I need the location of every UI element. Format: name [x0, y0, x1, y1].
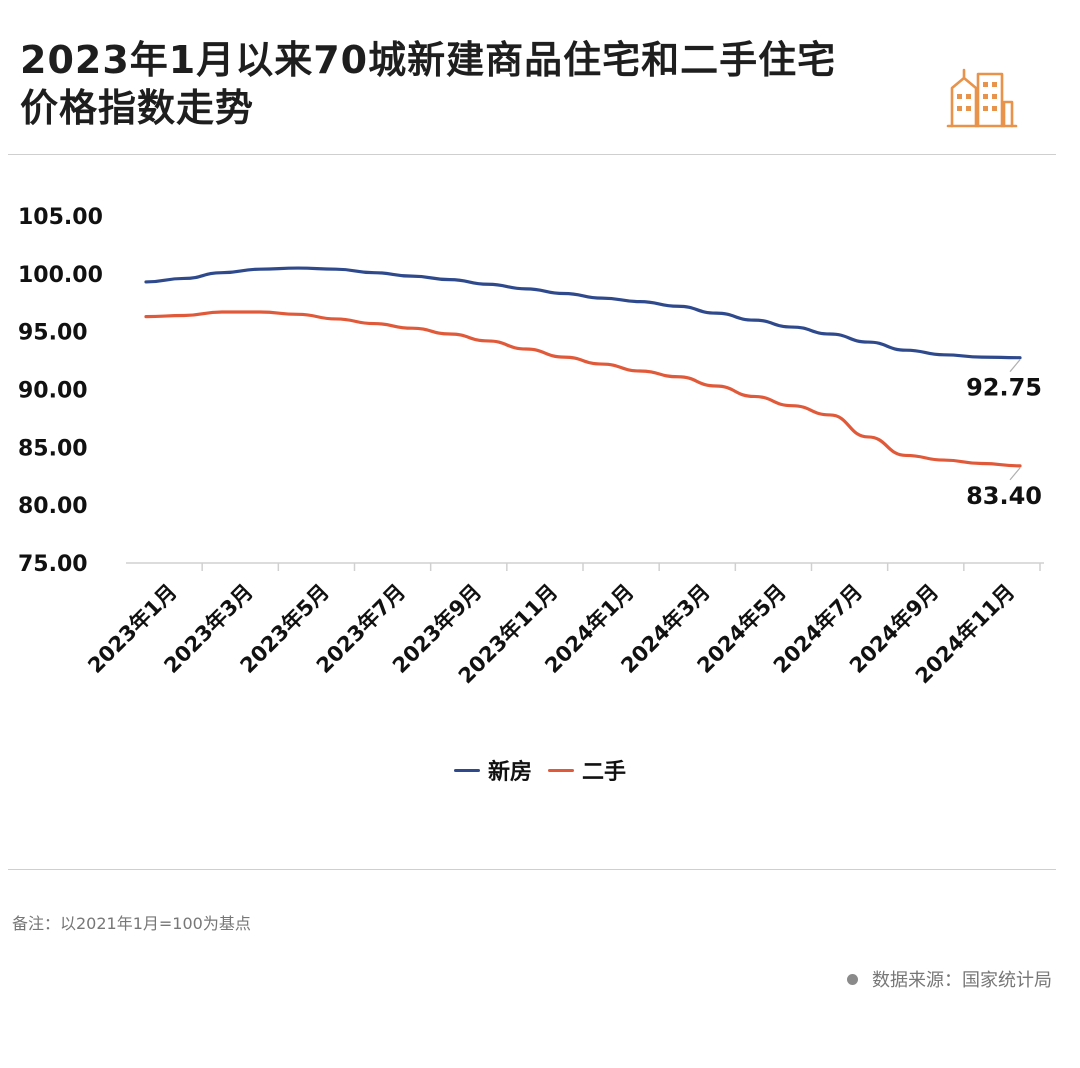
legend: 新房 二手 — [0, 754, 1080, 786]
y-tick-label: 75.00 — [18, 552, 88, 577]
chart-title: 2023年1月以来70城新建商品住宅和二手住宅 价格指数走势 — [20, 36, 940, 132]
footer-divider — [8, 869, 1056, 870]
legend-swatch-new-homes — [453, 768, 480, 772]
legend-label-second-hand: 二手 — [582, 760, 627, 785]
end-label-leader — [1009, 467, 1021, 481]
footnote: 备注：以2021年1月=100为基点 — [12, 914, 251, 933]
line-chart: 105.00100.0095.0090.0085.0080.0075.00202… — [18, 205, 1044, 688]
series-line-new-homes — [144, 266, 1022, 360]
bullet-icon — [847, 973, 858, 985]
legend-label-new-homes: 新房 — [487, 760, 532, 785]
y-tick-label: 80.00 — [18, 494, 88, 519]
data-source: 数据来源：国家统计局 — [847, 966, 1052, 992]
y-tick-label: 100.00 — [18, 263, 103, 288]
y-tick-label: 105.00 — [18, 205, 103, 230]
legend-swatch-second-hand — [548, 768, 574, 772]
legend-item-second-hand: 二手 — [548, 754, 626, 786]
y-tick-label: 85.00 — [18, 436, 88, 461]
data-source-text: 数据来源：国家统计局 — [872, 970, 1052, 991]
end-label-new-homes: 92.75 — [966, 374, 1042, 402]
end-label-leader — [1009, 359, 1021, 373]
legend-item-new-homes: 新房 — [453, 754, 532, 786]
y-tick-label: 90.00 — [18, 379, 88, 404]
header-divider — [8, 154, 1056, 155]
title-line-1: 2023年1月以来70城新建商品住宅和二手住宅 — [20, 38, 837, 82]
city-buildings-icon — [946, 68, 1018, 128]
end-label-second-hand: 83.40 — [966, 482, 1042, 510]
title-line-2: 价格指数走势 — [20, 86, 255, 130]
y-tick-label: 95.00 — [18, 321, 88, 346]
series-line-second-hand — [144, 310, 1022, 468]
